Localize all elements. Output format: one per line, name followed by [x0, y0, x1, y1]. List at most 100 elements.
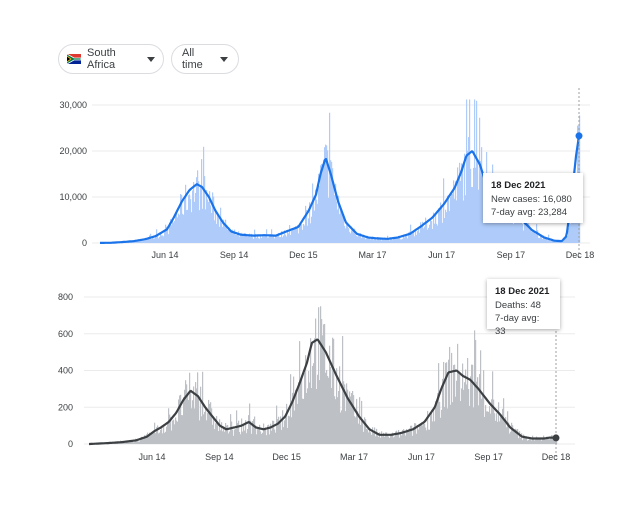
deaths-daily-bar [341, 410, 343, 444]
cases-daily-bar [274, 238, 276, 243]
country-filter-button[interactable]: South Africa [58, 44, 164, 74]
deaths-daily-bar [555, 439, 557, 444]
cases-daily-bar [203, 146, 205, 243]
deaths-daily-bar [357, 411, 359, 444]
cases-daily-bar [561, 241, 563, 243]
deaths-daily-bar [179, 395, 181, 444]
deaths-daily-bar [344, 384, 346, 444]
cases-daily-bar [325, 144, 327, 243]
deaths-daily-bar [479, 374, 481, 444]
deaths-daily-bar [222, 431, 224, 444]
cases-daily-bar [211, 212, 213, 243]
deaths-daily-bar [254, 416, 256, 444]
deaths-daily-bar [145, 435, 147, 444]
country-filter-label: South Africa [87, 47, 116, 71]
deaths-daily-bar [379, 432, 381, 444]
cases-daily-bar [193, 182, 195, 243]
deaths-daily-bar [315, 318, 317, 444]
deaths-y-tick-label: 600 [58, 329, 73, 339]
deaths-daily-bar [481, 398, 483, 444]
cases-daily-bar [565, 236, 567, 243]
cases-daily-bar [247, 236, 249, 243]
deaths-daily-bar [349, 391, 351, 444]
deaths-daily-bar [332, 337, 334, 444]
deaths-daily-bar [323, 324, 325, 444]
cases-daily-bar [493, 209, 495, 243]
deaths-daily-bar [170, 416, 172, 444]
deaths-daily-bar [402, 430, 404, 444]
deaths-daily-bar [358, 423, 360, 444]
deaths-daily-bar [421, 422, 423, 444]
cases-daily-bar [278, 232, 280, 243]
deaths-daily-bar [356, 398, 358, 444]
cases-daily-bar [459, 162, 461, 243]
deaths-daily-bar [319, 380, 321, 444]
deaths-daily-bar [133, 442, 135, 444]
cases-x-tick-label: Sep 14 [220, 250, 249, 260]
deaths-daily-bar [343, 381, 345, 444]
deaths-daily-bar [247, 428, 249, 444]
time-range-filter-button[interactable]: All time [171, 44, 239, 74]
cases-daily-bar [277, 234, 279, 243]
deaths-daily-bar [157, 425, 159, 444]
deaths-daily-bar [269, 434, 271, 444]
deaths-daily-bar [284, 420, 286, 444]
deaths-daily-bar [324, 323, 326, 444]
cases-daily-bar [224, 225, 226, 243]
cases-daily-bar [503, 211, 505, 243]
deaths-daily-bar [415, 423, 417, 444]
deaths-daily-bar [266, 435, 268, 444]
deaths-daily-bar [289, 416, 291, 444]
deaths-daily-bar [414, 423, 416, 444]
deaths-daily-bar [386, 432, 388, 444]
cases-daily-bar [532, 230, 534, 243]
deaths-daily-bar [502, 408, 504, 444]
cases-daily-bar [212, 192, 214, 243]
cases-daily-bar [188, 195, 190, 243]
deaths-daily-bar [397, 433, 399, 444]
deaths-daily-bar [296, 389, 298, 444]
cases-daily-bar [495, 215, 497, 243]
cases-daily-bar [226, 224, 228, 243]
cases-daily-bar [326, 145, 328, 243]
deaths-daily-bar [193, 386, 195, 444]
deaths-daily-bar [428, 429, 430, 444]
deaths-daily-bar [139, 441, 141, 444]
deaths-daily-bar [160, 429, 162, 444]
cases-daily-bar [253, 238, 255, 243]
cases-daily-bar [232, 229, 234, 243]
cases-daily-bar [382, 238, 384, 243]
cases-daily-bar [227, 229, 229, 243]
deaths-daily-bar [453, 365, 455, 444]
deaths-daily-bar [158, 433, 160, 444]
deaths-daily-bar [489, 405, 491, 444]
cases-daily-bar [380, 238, 382, 243]
deaths-daily-bar [203, 414, 205, 444]
deaths-daily-bar [371, 434, 373, 444]
cases-daily-bar [230, 229, 232, 243]
cases-daily-bar [504, 207, 506, 243]
deaths-daily-bar [449, 346, 451, 444]
cases-daily-bar [419, 232, 421, 243]
deaths-daily-bar [465, 369, 467, 444]
cases-daily-bar [440, 202, 442, 243]
cases-daily-bar [243, 235, 245, 243]
deaths-daily-bar [448, 359, 450, 444]
cases-daily-bar [384, 237, 386, 243]
cases-daily-bar [142, 241, 144, 243]
deaths-daily-bar [486, 411, 488, 444]
cases-daily-bar [418, 227, 420, 243]
cases-daily-bar [569, 215, 571, 243]
deaths-daily-bar [173, 419, 175, 444]
cases-daily-bar [195, 192, 197, 243]
deaths-daily-bar [134, 442, 136, 444]
deaths-daily-bar [303, 398, 305, 444]
cases-daily-bar [515, 221, 517, 243]
deaths-daily-bar [530, 438, 532, 444]
cases-daily-bar [538, 237, 540, 243]
deaths-daily-bar [457, 343, 459, 444]
deaths-daily-bar [118, 443, 120, 444]
deaths-daily-bar [347, 389, 349, 444]
deaths-daily-bar [382, 436, 384, 444]
deaths-daily-bar [300, 380, 302, 444]
